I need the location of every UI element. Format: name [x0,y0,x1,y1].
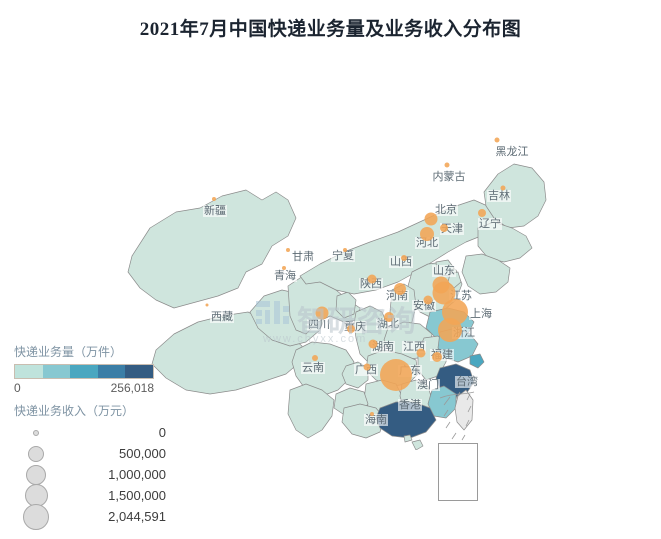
bubble-legend-swatch-wrap [14,503,58,530]
revenue-bubble-江西[interactable] [416,348,426,358]
province-label-山东: 山东 [432,265,456,277]
revenue-bubble-湖南[interactable] [368,339,378,349]
province-label-新疆: 新疆 [203,205,227,217]
revenue-bubble-宁夏[interactable] [343,248,347,252]
province-label-云南: 云南 [301,362,325,374]
province-label-台湾: 台湾 [455,376,479,388]
choropleth-legend-bar [14,364,154,379]
revenue-bubble-天津[interactable] [440,224,448,232]
revenue-bubble-广东[interactable] [380,359,412,391]
revenue-bubble-辽宁[interactable] [478,209,486,217]
revenue-bubble-海南[interactable] [370,412,374,416]
revenue-bubble-云南[interactable] [312,355,318,361]
revenue-bubble-新疆[interactable] [212,197,216,201]
region-shape-xinjiang [127,189,297,309]
revenue-bubble-湖北[interactable] [384,312,394,322]
province-label-海南: 海南 [364,414,388,426]
revenue-bubble-安徽[interactable] [423,295,433,305]
bubble-legend-value: 0 [158,425,166,440]
province-label-辽宁: 辽宁 [478,218,502,230]
revenue-bubble-浙江[interactable] [438,318,462,342]
region-shape-liaoning [461,253,511,295]
bubble-legend-swatch-wrap [14,445,58,462]
bubble-swatch-icon [26,464,46,485]
revenue-bubble-北京[interactable] [424,212,438,226]
region-shape-heilongjiang [483,163,547,229]
bubble-swatch-icon [23,503,49,530]
province-label-河北: 河北 [415,237,439,249]
bubble-legend-item: 1,000,000 [14,464,194,485]
bubble-legend-value: 1,500,000 [108,488,166,503]
province-label-湖北: 湖北 [376,318,400,330]
province-label-四川: 四川 [307,319,331,331]
bubble-swatch-icon [28,445,44,462]
revenue-bubble-广西[interactable] [363,363,371,371]
revenue-bubble-吉林[interactable] [500,185,506,191]
province-label-北京: 北京 [434,204,458,216]
region-shape-taiwan [454,389,474,431]
bubble-legend-value: 1,000,000 [108,467,166,482]
revenue-bubble-福建[interactable] [432,352,442,362]
revenue-bubble-四川[interactable] [315,306,329,320]
province-label-吉林: 吉林 [487,190,511,202]
revenue-bubble-内蒙古[interactable] [444,162,450,168]
province-label-香港: 香港 [398,399,422,411]
revenue-bubble-陕西[interactable] [367,274,377,284]
bubble-legend-value: 500,000 [119,446,166,461]
bubble-swatch-icon [33,429,39,436]
revenue-bubble-河北[interactable] [420,227,434,241]
choropleth-legend-max: 256,018 [110,381,154,395]
revenue-bubble-重庆[interactable] [347,325,355,333]
revenue-bubble-河南[interactable] [394,283,406,295]
province-label-澳门: 澳门 [416,379,440,391]
bubble-legend-swatch-wrap [14,464,58,485]
region-shape-fujian [427,385,457,419]
choropleth-swatch-4 [125,365,153,378]
choropleth-swatch-2 [70,365,98,378]
revenue-bubble-山西[interactable] [401,255,407,261]
region-shape-hongkong [411,439,424,450]
bubble-legend-rows: 0 500,000 1,000,000 1,500,000 2,044,591 [14,422,194,530]
province-label-甘肃: 甘肃 [291,251,315,263]
revenue-bubble-黑龙江[interactable] [494,137,500,143]
bubble-legend-item: 500,000 [14,443,194,464]
revenue-bubble-青海[interactable] [282,266,286,270]
region-shape-yunnan [287,383,335,439]
choropleth-swatch-0 [15,365,43,378]
map-canvas[interactable]: 黑龙江 内蒙古 吉林 辽宁 北京 天津 河北 新疆 甘肃 宁夏 青海 山西 山东 陕西 河南 江苏 安徽 上海 西藏… [0,50,661,501]
province-label-青海: 青海 [273,270,297,282]
revenue-bubble-西藏[interactable] [205,303,209,307]
bubble-legend-item: 1,500,000 [14,484,194,507]
choropleth-legend-caption: 快递业务量（万件） [14,345,123,359]
choropleth-legend-scale: 0 256,018 [14,381,154,395]
revenue-bubble-甘肃[interactable] [286,248,290,252]
province-label-上海: 上海 [469,308,493,320]
region-shape-macau [403,434,413,443]
province-label-内蒙古: 内蒙古 [431,171,467,183]
province-label-宁夏: 宁夏 [331,250,355,262]
revenue-bubble-江苏[interactable] [432,281,456,305]
bubble-legend-item: 2,044,591 [14,503,194,530]
page-title: 2021年7月中国快递业务量及业务收入分布图 [139,19,522,40]
choropleth-swatch-1 [42,365,71,378]
bubble-legend-caption: 快递业务收入（万元） [14,404,135,418]
choropleth-swatch-3 [97,365,126,378]
bubble-legend: 快递业务收入（万元） 0 500,000 1,000,000 1,500,000 2,0… [14,402,204,530]
nine-dash-line-icon [439,391,475,441]
province-label-陕西: 陕西 [359,278,383,290]
bubble-legend-swatch-wrap [14,429,58,436]
region-shape-jilin [477,221,533,263]
choropleth-legend: 快递业务量（万件） 0 256,018 [14,343,194,395]
south-china-sea-inset [438,443,478,501]
bubble-legend-item: 0 [14,422,194,443]
choropleth-legend-min: 0 [14,381,21,395]
province-label-黑龙江: 黑龙江 [494,146,530,158]
province-label-西藏: 西藏 [210,311,234,323]
region-shape-shanghai [469,353,485,369]
bubble-legend-value: 2,044,591 [108,509,166,524]
